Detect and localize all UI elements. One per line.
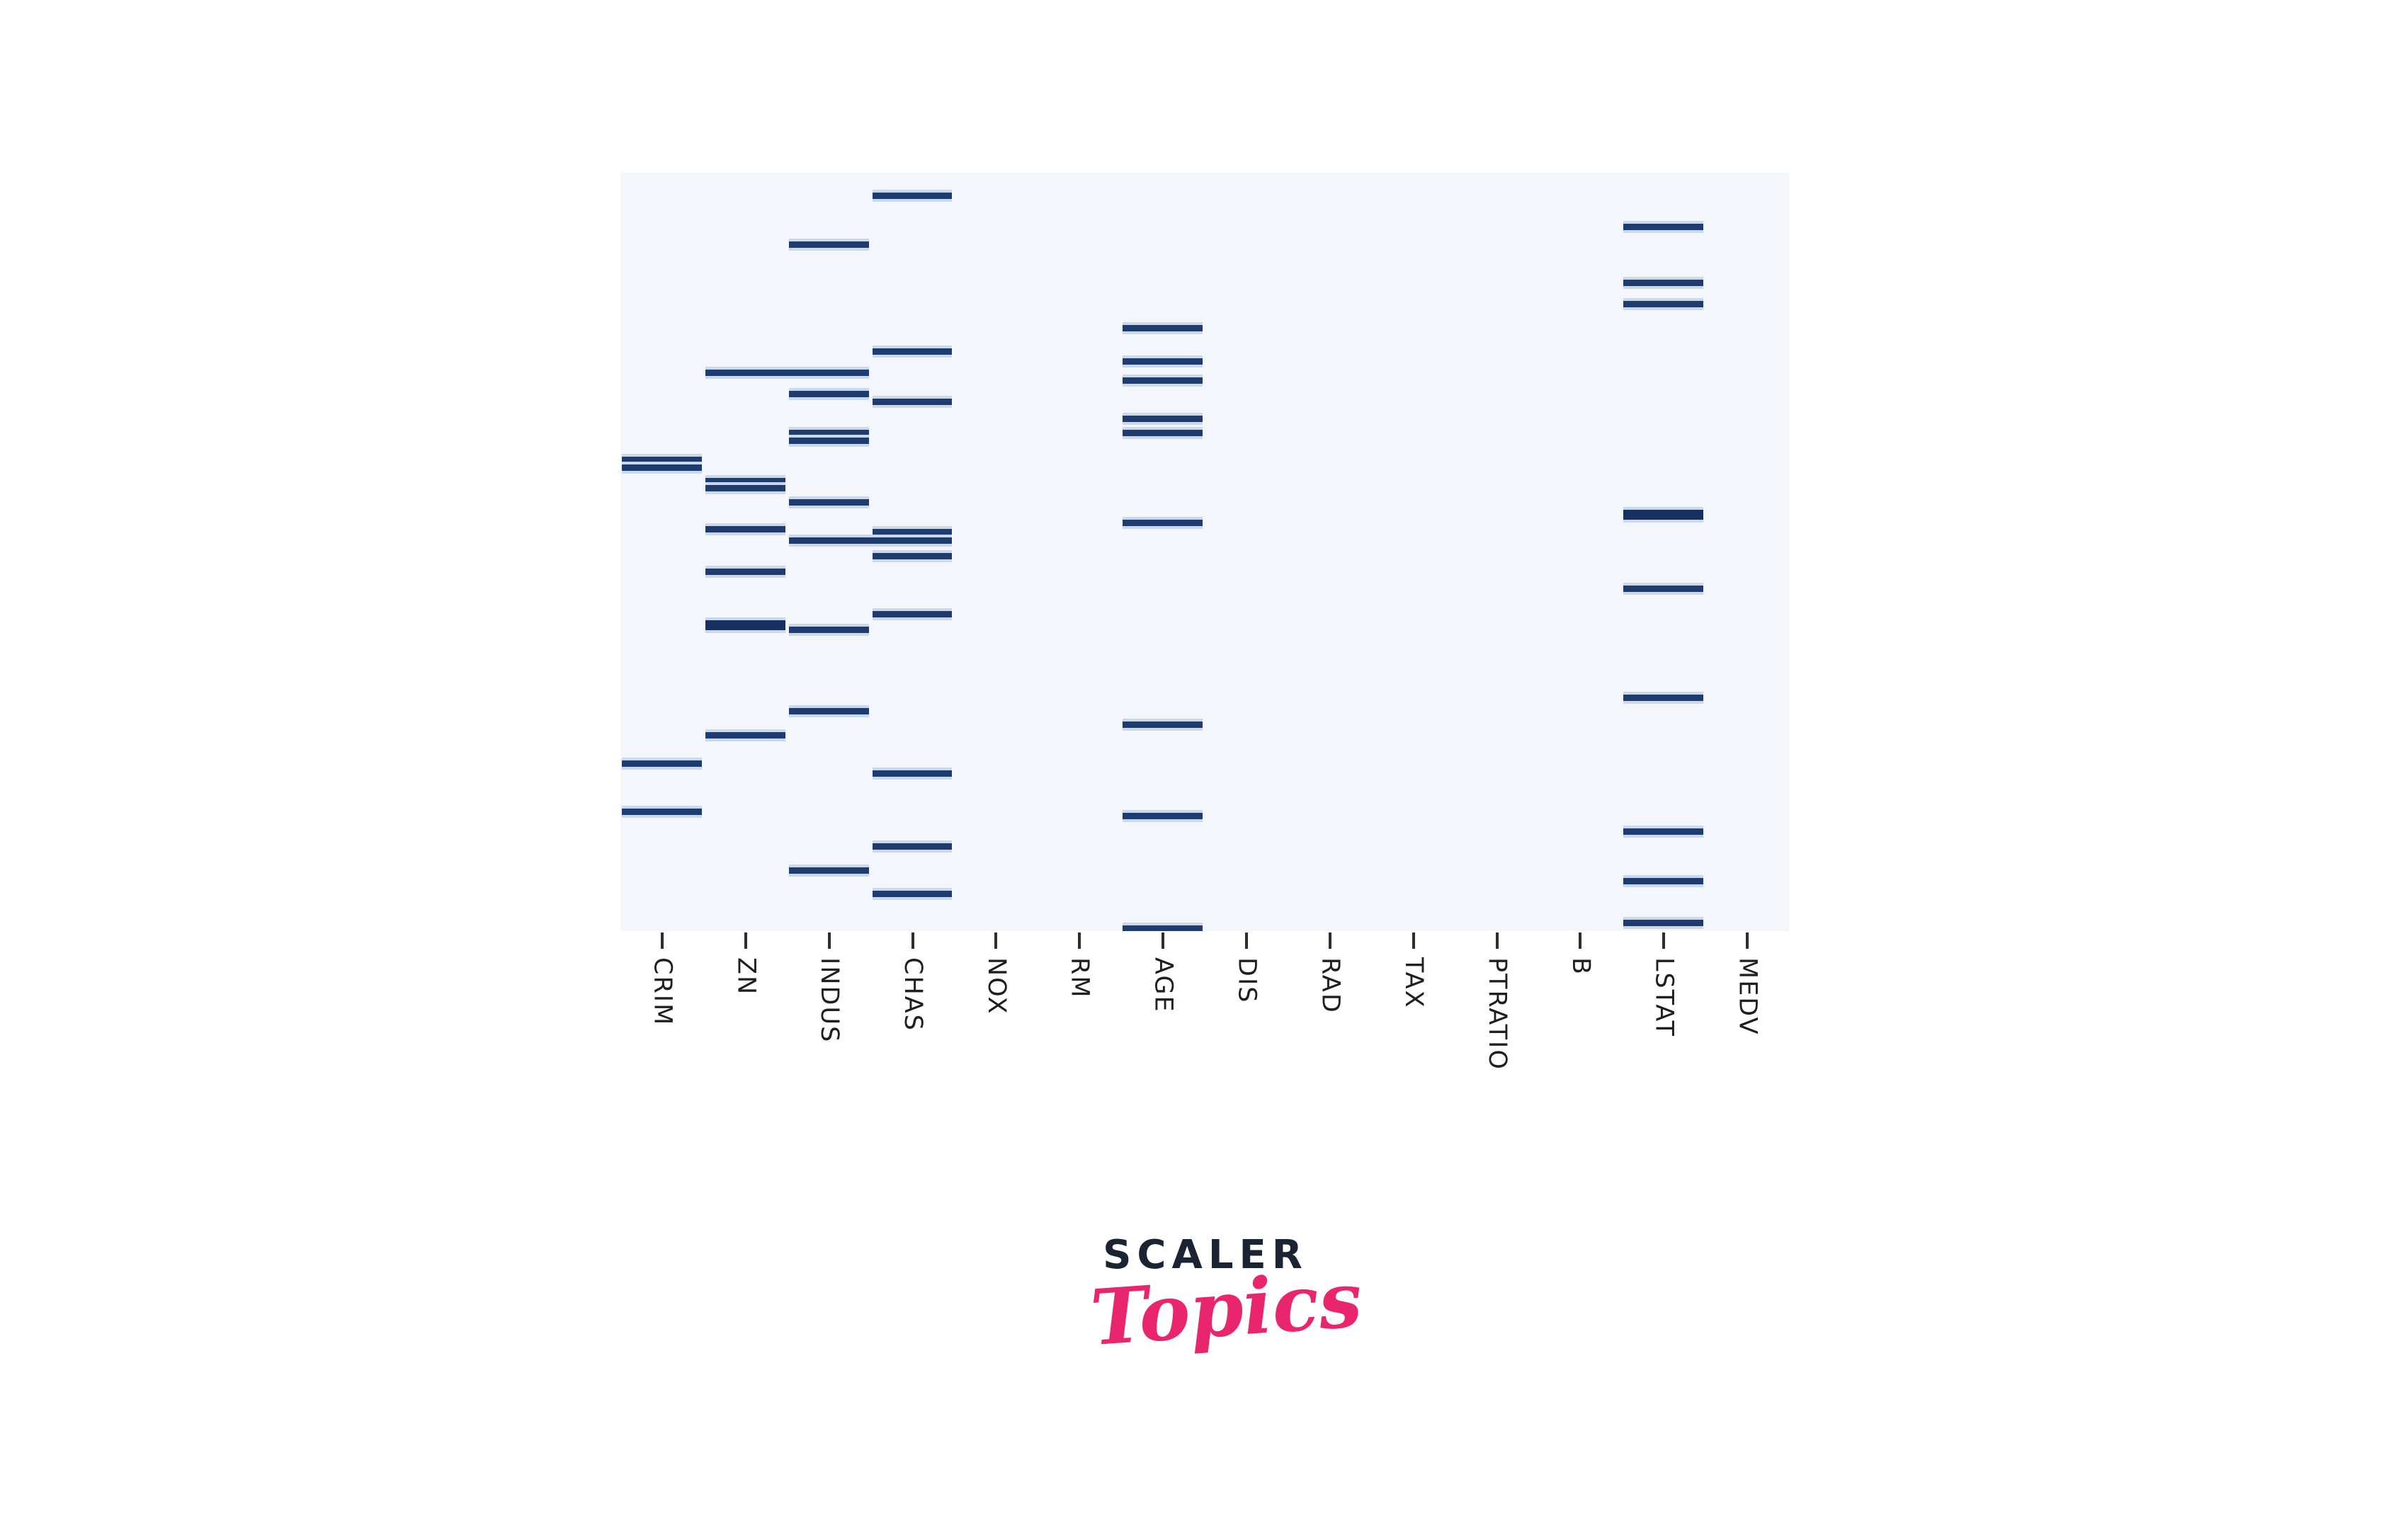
x-tick-label-tax: TAX	[1399, 957, 1429, 1009]
missing-value-mark-chas	[872, 840, 953, 852]
missing-value-mark-lstat	[1623, 276, 1704, 289]
missing-value-mark-age	[1123, 426, 1203, 439]
missing-value-mark-age	[1123, 517, 1203, 530]
x-tick-label-age: AGE	[1149, 957, 1178, 1013]
missing-value-mark-zn	[705, 523, 785, 535]
topics-wordmark: Topics	[1087, 1255, 1365, 1363]
x-tick-rad	[1328, 932, 1331, 949]
missing-value-mark-crim	[622, 462, 702, 474]
missing-value-mark-indus	[788, 705, 869, 717]
missing-value-mark-indus	[788, 864, 869, 877]
x-tick-rm	[1078, 932, 1081, 949]
missing-value-mark-age	[1123, 719, 1203, 731]
missing-value-mark-chas	[872, 346, 953, 358]
x-tick-b	[1579, 932, 1582, 949]
x-tick-zn	[744, 932, 747, 949]
x-tick-label-dis: DIS	[1232, 957, 1261, 1004]
x-tick-label-chas: CHAS	[899, 957, 927, 1032]
missing-value-mark-chas	[872, 888, 953, 901]
x-tick-crim	[660, 932, 664, 949]
x-tick-nox	[994, 932, 998, 949]
missing-value-mark-lstat	[1623, 691, 1704, 704]
x-tick-label-crim: CRIM	[648, 957, 677, 1027]
missing-value-mark-age	[1123, 355, 1203, 368]
x-tick-label-nox: NOX	[982, 957, 1011, 1015]
missing-value-mark-chas	[872, 767, 953, 780]
x-tick-dis	[1244, 932, 1248, 949]
scaler-topics-logo: SCALER Topics	[1088, 1232, 1365, 1363]
x-tick-age	[1162, 932, 1165, 949]
x-tick-tax	[1412, 932, 1415, 949]
missing-value-mark-lstat	[1623, 507, 1704, 523]
x-tick-label-medv: MEDV	[1733, 957, 1762, 1036]
x-tick-lstat	[1662, 932, 1666, 949]
missing-value-mark-lstat	[1623, 826, 1704, 838]
missing-value-mark-chas	[872, 189, 953, 202]
missing-value-mark-lstat	[1623, 297, 1704, 310]
missing-value-mark-lstat	[1623, 916, 1704, 929]
missing-value-mark-indus	[788, 624, 869, 637]
missing-value-mark-lstat	[1623, 874, 1704, 887]
missing-value-mark-indus	[788, 534, 953, 547]
x-tick-label-lstat: LSTAT	[1649, 957, 1679, 1037]
x-tick-indus	[827, 932, 831, 949]
x-tick-label-rad: RAD	[1316, 957, 1345, 1014]
x-tick-chas	[911, 932, 914, 949]
x-tick-label-indus: INDUS	[815, 957, 844, 1044]
missing-value-mark-indus	[788, 434, 869, 447]
x-tick-label-zn: ZN	[732, 957, 761, 996]
missing-value-mark-chas	[872, 395, 953, 408]
missing-value-mark-indus	[788, 388, 869, 401]
missing-value-mark-age	[1123, 322, 1203, 335]
missing-value-mark-indus	[788, 496, 869, 509]
missing-value-mark-age	[1123, 809, 1203, 822]
x-tick-label-ptratio: PTRATIO	[1483, 957, 1511, 1071]
missing-value-mark-crim	[622, 757, 702, 770]
missing-value-mark-zn	[705, 729, 785, 742]
missing-value-mark-lstat	[1623, 583, 1704, 595]
missing-value-mark-age	[1123, 923, 1203, 931]
missing-value-mark-zn	[705, 482, 785, 495]
x-tick-label-b: B	[1566, 957, 1595, 976]
missing-value-mark-zn	[705, 565, 785, 578]
missing-value-mark-lstat	[1623, 220, 1704, 233]
missing-value-mark-zn	[705, 367, 869, 380]
missing-value-mark-zn	[705, 617, 785, 634]
missing-value-mark-crim	[622, 806, 702, 819]
x-tick-ptratio	[1495, 932, 1499, 949]
missing-value-mark-age	[1123, 412, 1203, 425]
missing-value-mark-indus	[788, 239, 869, 251]
missing-value-mark-chas	[872, 550, 953, 563]
x-tick-label-rm: RM	[1065, 957, 1094, 999]
missing-value-mark-chas	[872, 608, 953, 620]
heatmap-plot	[620, 173, 1789, 931]
scaler-wordmark: SCALER	[1103, 1232, 1308, 1278]
missing-value-mark-age	[1123, 374, 1203, 387]
x-tick-medv	[1746, 932, 1749, 949]
